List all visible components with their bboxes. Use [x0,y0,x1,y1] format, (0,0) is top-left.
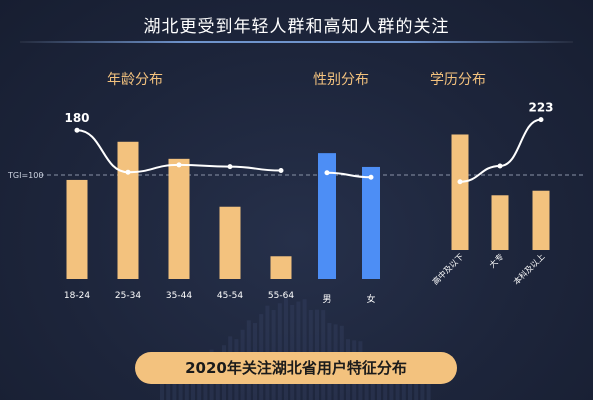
skyline-decoration [160,297,431,400]
skyline-bar [296,301,301,400]
bar [270,256,292,279]
bar [532,190,550,250]
tgi-point [497,163,503,169]
skyline-bar [166,368,171,400]
skyline-bar [160,373,164,400]
tgi-point [368,174,374,180]
skyline-bar [284,297,288,400]
bar [491,195,509,250]
tgi-reference-label: TGI=100 [7,171,43,180]
tick-label: 高中及以下 [430,251,465,286]
tick-label: 男 [322,294,331,305]
skyline-bar [277,303,282,400]
bar [66,179,88,279]
bar [168,158,190,279]
tgi-point [324,170,330,176]
tgi-point [176,162,182,168]
skyline-bar [178,370,183,400]
tick-label: 55-64 [268,291,294,301]
tgi-point [457,179,463,185]
bar [318,153,336,279]
tick-label: 18-24 [64,291,90,301]
tgi-point [538,117,544,123]
tgi-line [459,118,542,183]
tick-label: 25-34 [115,291,141,301]
bar [451,134,469,250]
bar [219,206,241,279]
skyline-bar [401,370,406,400]
tgi-point [125,169,131,175]
panel-title: 年龄分布 [107,72,163,88]
page-title: 湖北更受到年轻人群和高知人群的关注 [143,17,450,37]
tgi-point [74,127,80,133]
skyline-bar [420,373,425,400]
panel-title: 学历分布 [430,72,486,88]
skyline-bar [302,299,307,400]
tick-label: 本科及以上 [511,251,546,286]
bar [117,141,139,279]
tick-label: 女 [366,293,375,305]
tick-label: 35-44 [166,291,192,301]
data-label: 223 [528,101,553,115]
footer-label: 2020年关注湖北省用户特征分布 [135,352,457,384]
tgi-point [227,164,233,170]
tick-label: 大专 [487,251,505,269]
title-underline [20,41,573,43]
bar [362,166,380,279]
plot-area: TGI=100 年龄分布 18-24 25-34 35-44 45-54 55-64 180 性… [7,72,585,305]
skyline-bar [426,369,431,400]
data-label: 180 [64,111,89,125]
tgi-line [326,171,372,179]
panel-title: 性别分布 [313,72,369,88]
tick-label: 45-54 [217,291,243,301]
tgi-point [278,168,284,174]
